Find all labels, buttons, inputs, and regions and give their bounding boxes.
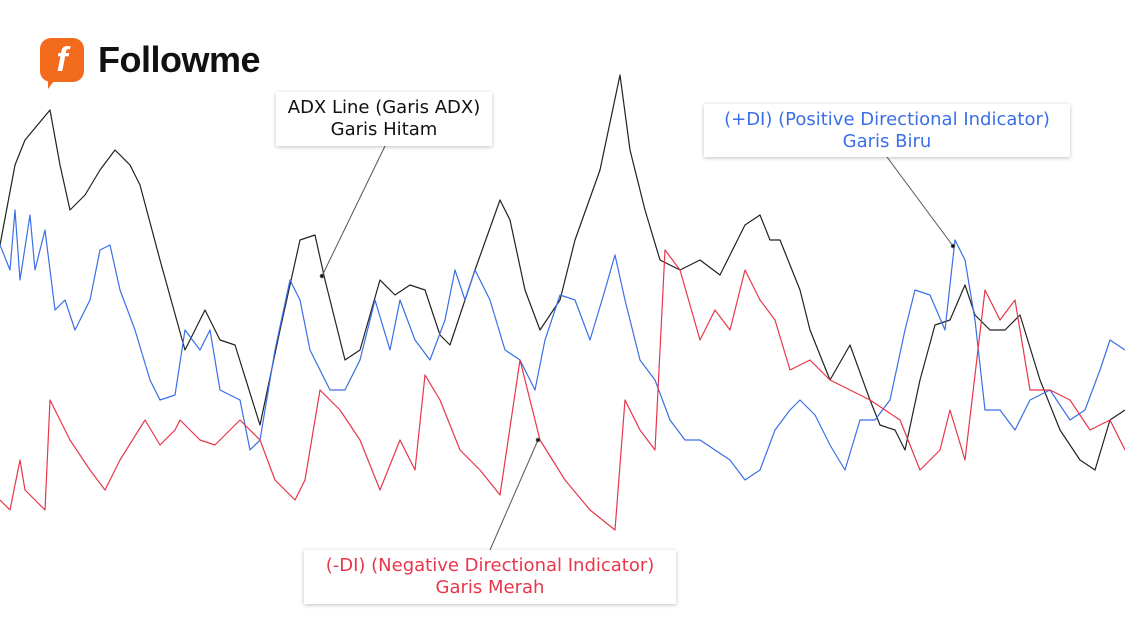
followme-logo-icon: f xyxy=(40,38,84,89)
plus-di-pointer-dot xyxy=(950,243,956,249)
plus-di-line xyxy=(0,209,1125,481)
plus-di-annotation-line1: (+DI) (Positive Directional Indicator) xyxy=(724,109,1050,130)
plus-di-annotation-line2: Garis Biru xyxy=(842,131,932,152)
brand-name: Followme xyxy=(98,39,261,80)
adx-annotation: ADX Line (Garis ADX) Garis Hitam xyxy=(276,92,492,146)
adx-pointer-dot xyxy=(319,273,325,279)
minus-di-line xyxy=(0,249,1125,531)
minus-di-annotation-line2: Garis Merah xyxy=(435,577,545,598)
adx-line xyxy=(0,74,1125,471)
minus-di-annotation-line1: (-DI) (Negative Directional Indicator) xyxy=(325,555,655,576)
followme-logo: f Followme xyxy=(40,38,261,89)
adx-annotation-line1: ADX Line (Garis ADX) xyxy=(287,97,481,118)
minus-di-annotation: (-DI) (Negative Directional Indicator) G… xyxy=(304,550,676,604)
adx-pointer xyxy=(321,145,386,277)
plus-di-pointer xyxy=(886,156,954,247)
minus-di-pointer-dot xyxy=(535,437,541,443)
plus-di-annotation: (+DI) (Positive Directional Indicator) G… xyxy=(704,104,1070,157)
adx-annotation-line2: Garis Hitam xyxy=(330,119,438,140)
minus-di-pointer xyxy=(489,439,539,551)
